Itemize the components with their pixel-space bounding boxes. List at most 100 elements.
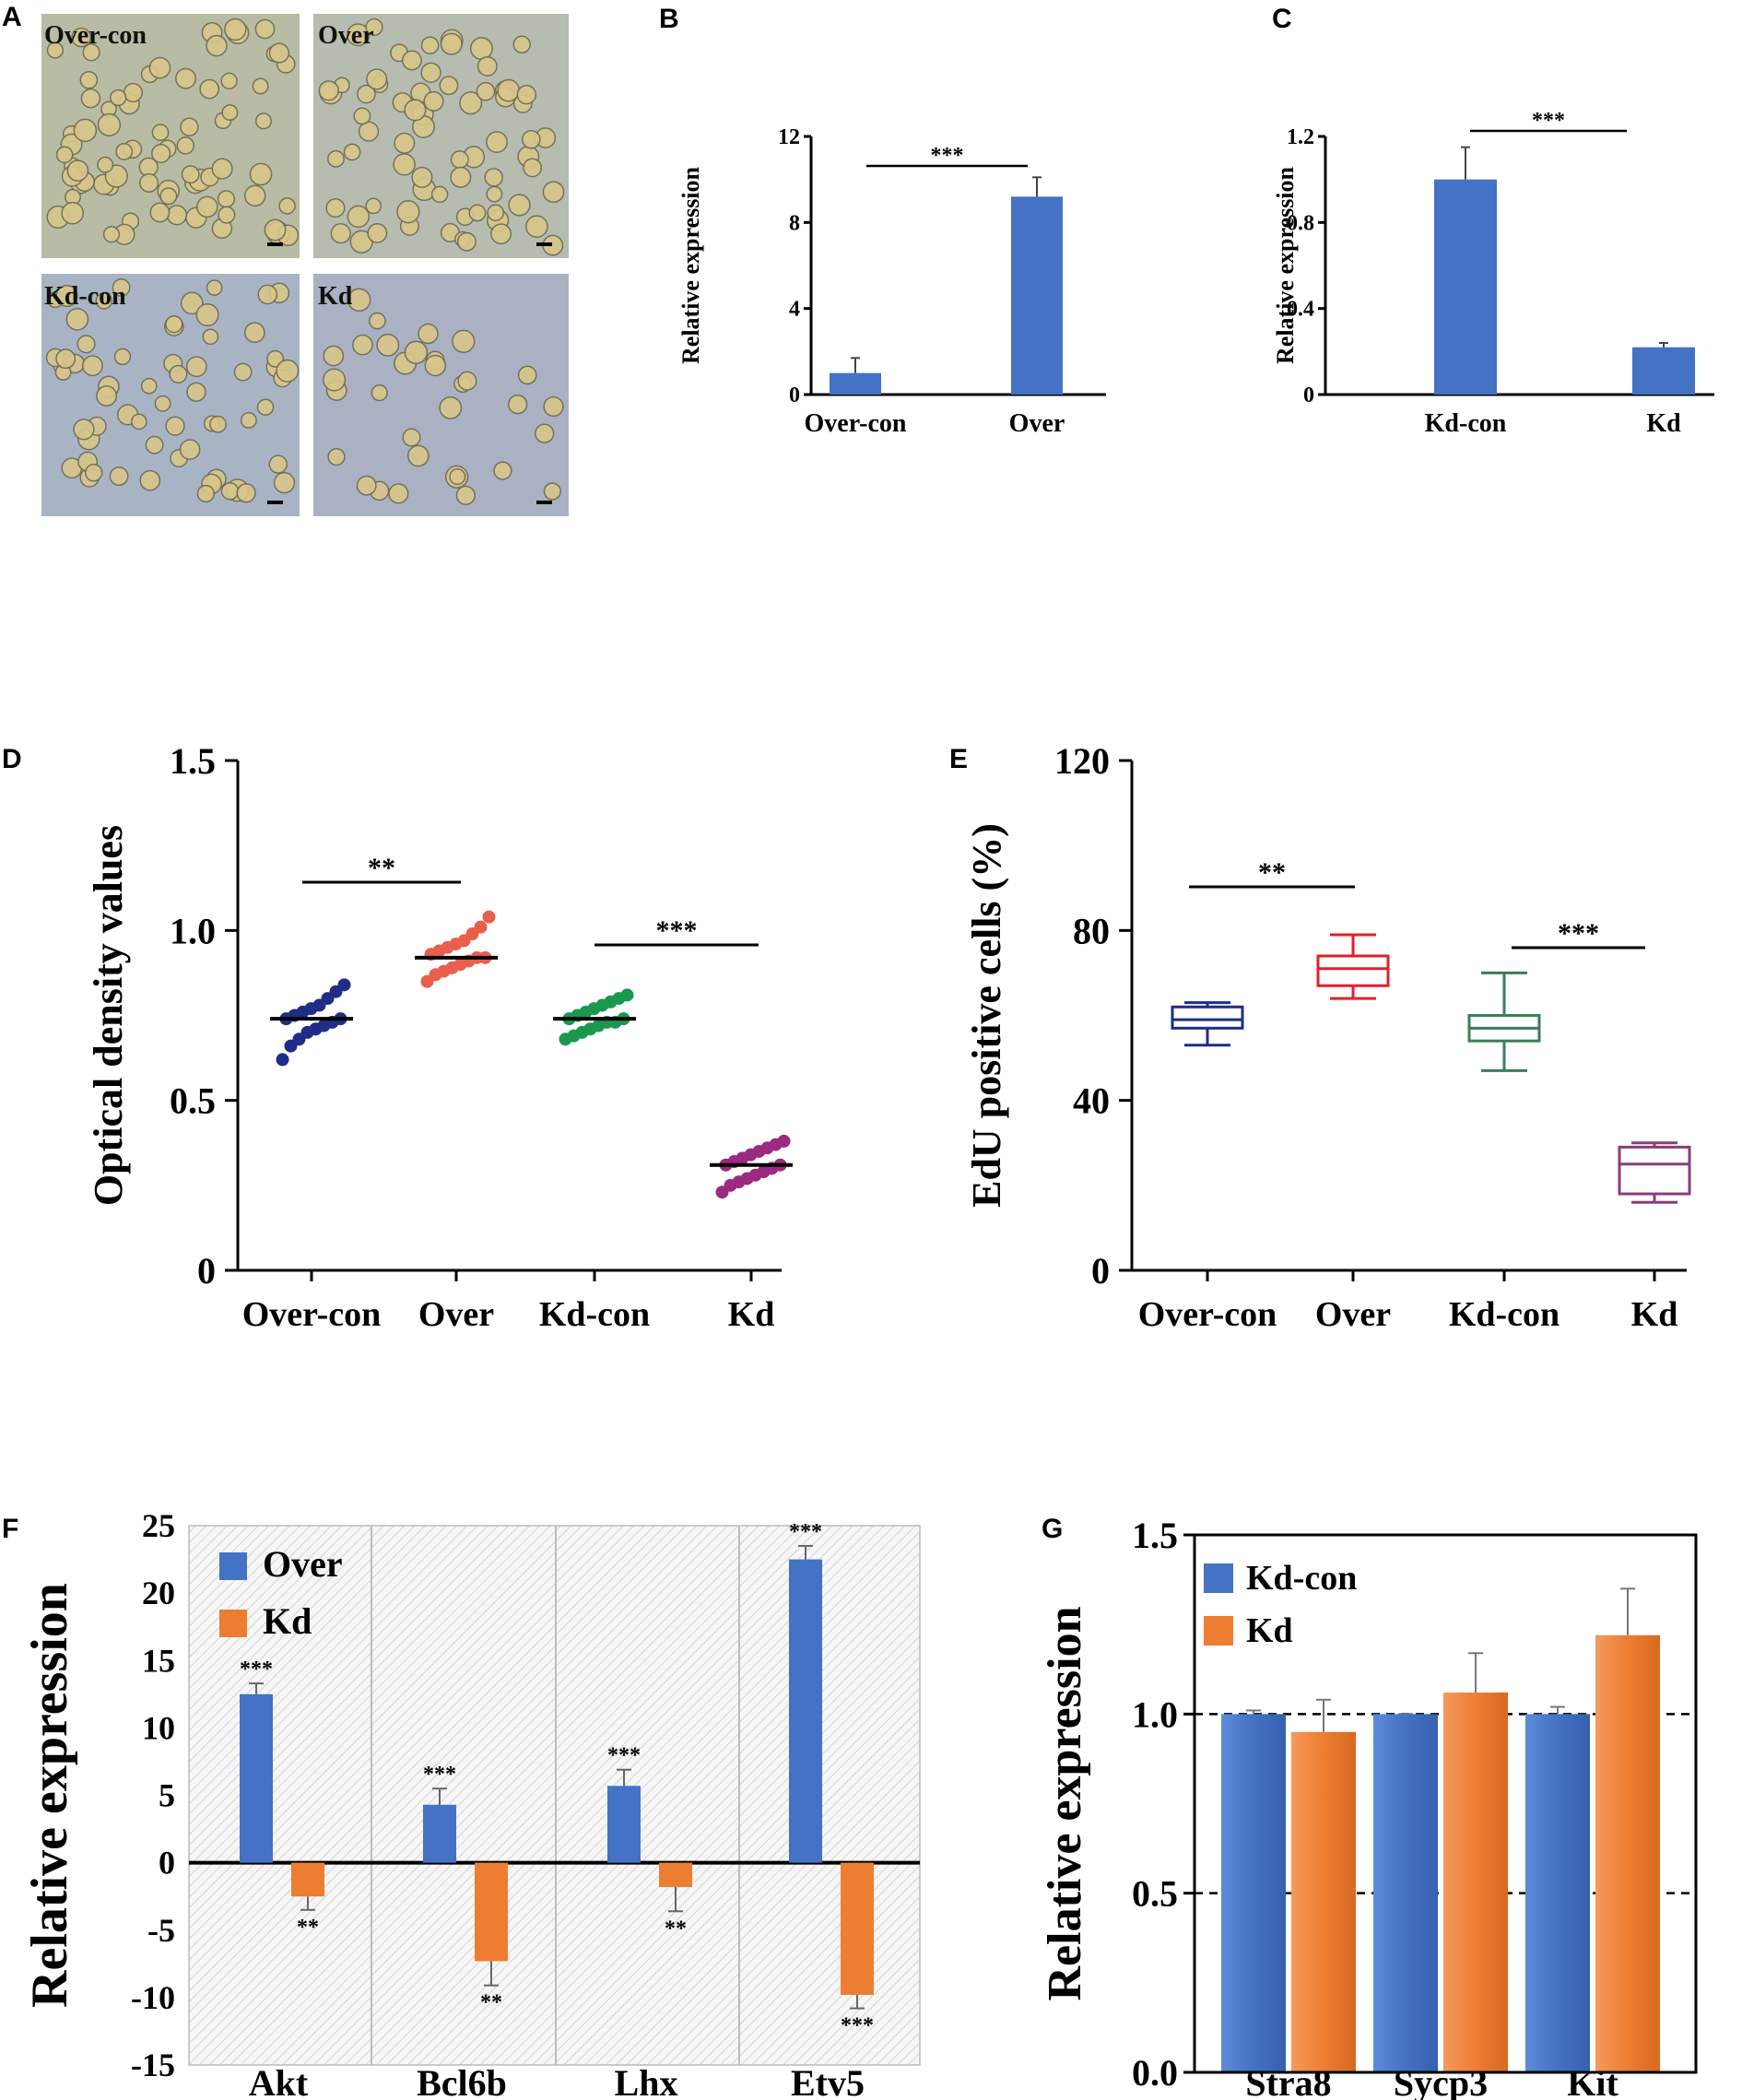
x-tick-label: Kd-con [1425, 409, 1507, 438]
cell [327, 149, 345, 168]
cell [95, 292, 113, 310]
cell [343, 143, 361, 161]
cell [268, 454, 288, 474]
y-tick-label: 0 [1091, 1250, 1110, 1292]
bar-kd-con-stra8 [1221, 1714, 1286, 2071]
significance-label: *** [607, 1744, 641, 1768]
cell [325, 198, 346, 218]
y-tick-label: 40 [1073, 1080, 1110, 1122]
cell [404, 99, 427, 122]
cell [273, 472, 296, 494]
panel-label-e: E [949, 744, 968, 774]
cell [404, 340, 429, 365]
panel-label-b: B [659, 4, 679, 34]
cell [112, 278, 131, 297]
cell [175, 67, 196, 89]
y-tick-label: 0.0 [1132, 2052, 1178, 2094]
cell [401, 50, 422, 71]
cell [82, 43, 100, 62]
cell [330, 223, 351, 244]
bar-over-lhx [607, 1786, 641, 1863]
cell [357, 84, 376, 104]
legend-label-over: Over [263, 1543, 343, 1585]
y-tick-label: -15 [131, 2047, 175, 2083]
x-tick-label: Bcl6b [417, 2062, 507, 2100]
cell [55, 146, 74, 164]
cell [81, 355, 103, 377]
cell [516, 84, 537, 105]
cell [477, 55, 498, 77]
cell [393, 153, 416, 176]
cell [151, 124, 170, 142]
cell [113, 348, 132, 366]
cell [323, 345, 345, 367]
significance-label: *** [931, 144, 964, 168]
y-tick-label: 10 [142, 1709, 175, 1746]
micrograph-grid [41, 14, 569, 516]
cell [151, 144, 171, 164]
cell [371, 383, 388, 402]
cell [73, 419, 95, 441]
panel-label-d: D [2, 744, 22, 774]
chart-b-expression-over: 0 4 8 12 Relative expression Over-con Over *** [677, 125, 1106, 438]
cell [366, 68, 388, 90]
cell [486, 131, 508, 154]
cell [130, 413, 147, 431]
data-point-over-con [337, 978, 351, 992]
cell [278, 197, 296, 215]
bar-kd-con-sycp3 [1373, 1714, 1438, 2071]
cell [525, 215, 548, 239]
bar-kd-con [1434, 179, 1497, 395]
cell [97, 112, 122, 137]
micrograph-label-kd: Kd [318, 282, 353, 311]
y-tick-label: 0.5 [170, 1080, 216, 1122]
cell [369, 312, 386, 330]
y-tick-label: -5 [147, 1912, 175, 1949]
cell [512, 35, 531, 54]
box-over-con [1171, 1005, 1244, 1030]
y-tick-label: 1.0 [1132, 1693, 1178, 1735]
micrograph-kd-con [41, 274, 300, 516]
cell [140, 377, 158, 395]
significance-label: *** [656, 915, 698, 946]
bar-kd-bcl6b [475, 1862, 508, 1962]
cell [221, 104, 239, 122]
bar-kd-akt [291, 1862, 324, 1897]
panel-label-f: F [2, 1514, 18, 1544]
cell [206, 34, 228, 57]
cell [394, 132, 416, 154]
cell [318, 80, 339, 101]
cell [449, 468, 466, 486]
y-tick-label: 0.4 [1287, 298, 1314, 322]
y-tick-label: 25 [142, 1507, 175, 1544]
cell [217, 190, 236, 208]
cell [484, 168, 503, 187]
y-tick-label: 80 [1073, 910, 1110, 951]
bar-over-akt [240, 1693, 273, 1863]
y-tick-label: 12 [778, 125, 800, 149]
bar-over-con [830, 372, 881, 395]
cell [439, 395, 463, 419]
cell [71, 27, 91, 48]
cell [420, 62, 441, 83]
box-kd [1618, 1145, 1691, 1196]
cell [486, 185, 503, 203]
cell [149, 202, 171, 223]
y-axis-label: Relative expression [1039, 1606, 1091, 2000]
bar-over [1011, 196, 1063, 395]
cell [220, 482, 240, 501]
cell [430, 185, 449, 204]
data-point-over [474, 920, 488, 934]
cell [358, 121, 380, 142]
cell [452, 329, 476, 353]
cell [252, 77, 269, 95]
x-tick-label: Kd-con [539, 1295, 650, 1334]
cell [176, 136, 195, 155]
cell [424, 354, 447, 377]
significance-label: ** [368, 853, 395, 883]
cell [388, 483, 409, 504]
cell [84, 464, 103, 482]
y-tick-label: 5 [159, 1777, 175, 1814]
data-point-kd-con [620, 988, 634, 1002]
y-tick-label: 0.5 [1132, 1873, 1178, 1915]
